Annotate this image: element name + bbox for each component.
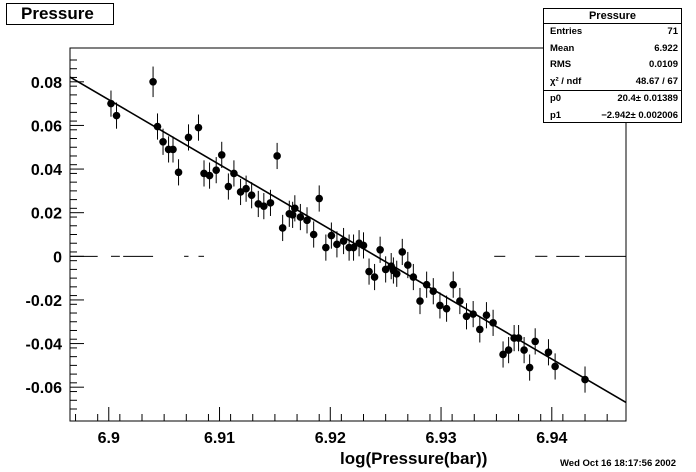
- data-point: [389, 266, 398, 275]
- data-point: [224, 182, 233, 191]
- data-point: [184, 133, 193, 142]
- x-tick-label: 6.9: [98, 430, 120, 447]
- data-point: [449, 280, 458, 289]
- data-point: [376, 245, 384, 254]
- data-point: [169, 145, 177, 154]
- y-tick-label: -0.04: [26, 337, 63, 354]
- data-point: [581, 375, 589, 384]
- data-point: [370, 273, 379, 281]
- data-point: [247, 191, 256, 200]
- x-axis-label: log(Pressure(bar)): [340, 449, 488, 468]
- data-point: [499, 350, 507, 359]
- data-point: [409, 273, 418, 281]
- data-point: [159, 137, 167, 146]
- y-tick-label: 0.04: [31, 162, 62, 179]
- stats-value: 71: [667, 26, 678, 37]
- stats-summary: Entries 71 Mean 6.922 RMS 0.0109 χ² / ndf 48.67…: [544, 24, 681, 91]
- stats-title: Pressure: [544, 9, 681, 24]
- data-point: [525, 363, 534, 372]
- y-tick-label: 0.02: [31, 206, 62, 223]
- data-point: [260, 202, 268, 210]
- data-point: [174, 168, 183, 177]
- stats-key: Mean: [550, 42, 575, 54]
- y-tick-label: 0: [53, 249, 62, 266]
- data-point: [339, 237, 348, 245]
- data-point: [266, 199, 275, 207]
- data-point: [107, 99, 115, 108]
- data-point: [194, 123, 203, 132]
- data-point: [551, 362, 559, 371]
- data-point: [273, 152, 281, 160]
- data-point: [476, 325, 484, 334]
- stats-fit: p0 20.4± 0.01389 p1 −2.942± 0.002006: [544, 91, 681, 124]
- y-tick-label: 0.06: [31, 118, 62, 135]
- data-point: [442, 304, 451, 313]
- data-point: [149, 78, 157, 86]
- data-point: [531, 337, 539, 346]
- stats-value: −2.942± 0.002006: [601, 109, 678, 121]
- data-point: [327, 231, 336, 240]
- data-point: [469, 310, 477, 318]
- stats-value: 20.4± 0.01389: [617, 93, 678, 104]
- stats-key: Entries: [550, 26, 583, 37]
- data-point: [315, 194, 324, 203]
- data-point: [422, 280, 431, 289]
- data-point: [456, 297, 464, 305]
- data-point: [381, 265, 390, 274]
- x-tick-label: 6.93: [425, 430, 456, 447]
- data-point: [398, 248, 407, 256]
- data-point: [112, 111, 121, 120]
- data-point: [482, 311, 491, 320]
- data-point: [205, 171, 214, 180]
- stats-value: 48.67 / 67: [635, 75, 678, 87]
- data-point: [520, 346, 528, 354]
- y-tick-label: -0.06: [26, 380, 63, 397]
- data-point: [429, 287, 438, 296]
- data-point: [242, 184, 250, 193]
- data-point: [153, 122, 162, 131]
- x-tick-label: 6.92: [315, 430, 346, 447]
- data-point: [217, 151, 226, 159]
- data-point: [349, 243, 358, 252]
- stats-row: p0 20.4± 0.01389: [544, 91, 681, 108]
- timestamp: Wed Oct 16 18:17:56 2002: [560, 458, 677, 469]
- data-point: [230, 169, 238, 178]
- data-point: [309, 230, 318, 239]
- stats-row: χ² / ndf 48.67 / 67: [544, 74, 681, 91]
- data-point: [322, 243, 330, 252]
- data-point: [489, 319, 497, 327]
- y-tick-label: -0.02: [26, 293, 63, 310]
- x-tick-label: 6.91: [204, 430, 235, 447]
- data-point: [462, 312, 471, 321]
- data-point: [278, 224, 287, 232]
- data-point: [212, 166, 220, 174]
- stats-key: p0: [550, 93, 562, 104]
- data-point: [359, 241, 368, 250]
- data-point: [416, 297, 424, 305]
- data-point: [404, 261, 412, 269]
- stats-row: Mean 6.922: [544, 41, 681, 58]
- stats-value: 0.0109: [648, 59, 678, 70]
- data-point: [504, 346, 513, 354]
- data-point: [296, 213, 305, 221]
- x-tick-label: 6.94: [536, 430, 567, 447]
- data-point: [436, 301, 444, 310]
- data-point: [365, 267, 373, 276]
- stats-key: p1: [550, 109, 562, 121]
- data-point: [288, 211, 297, 219]
- stats-row: Entries 71: [544, 24, 681, 41]
- y-tick-label: 0.08: [31, 75, 62, 92]
- data-point: [236, 188, 245, 196]
- stats-box: Pressure Entries 71 Mean 6.922 RMS 0.0109 χ² /…: [543, 8, 682, 123]
- data-point: [544, 348, 553, 357]
- data-point: [514, 334, 523, 342]
- stats-row: RMS 0.0109: [544, 57, 681, 74]
- stats-key: RMS: [550, 59, 572, 70]
- chart-title: Pressure: [6, 3, 114, 25]
- data-point: [333, 240, 341, 249]
- data-point: [303, 216, 311, 225]
- stats-key: χ² / ndf: [550, 75, 582, 87]
- stats-row: p1 −2.942± 0.002006: [544, 108, 681, 125]
- stats-value: 6.922: [654, 42, 678, 54]
